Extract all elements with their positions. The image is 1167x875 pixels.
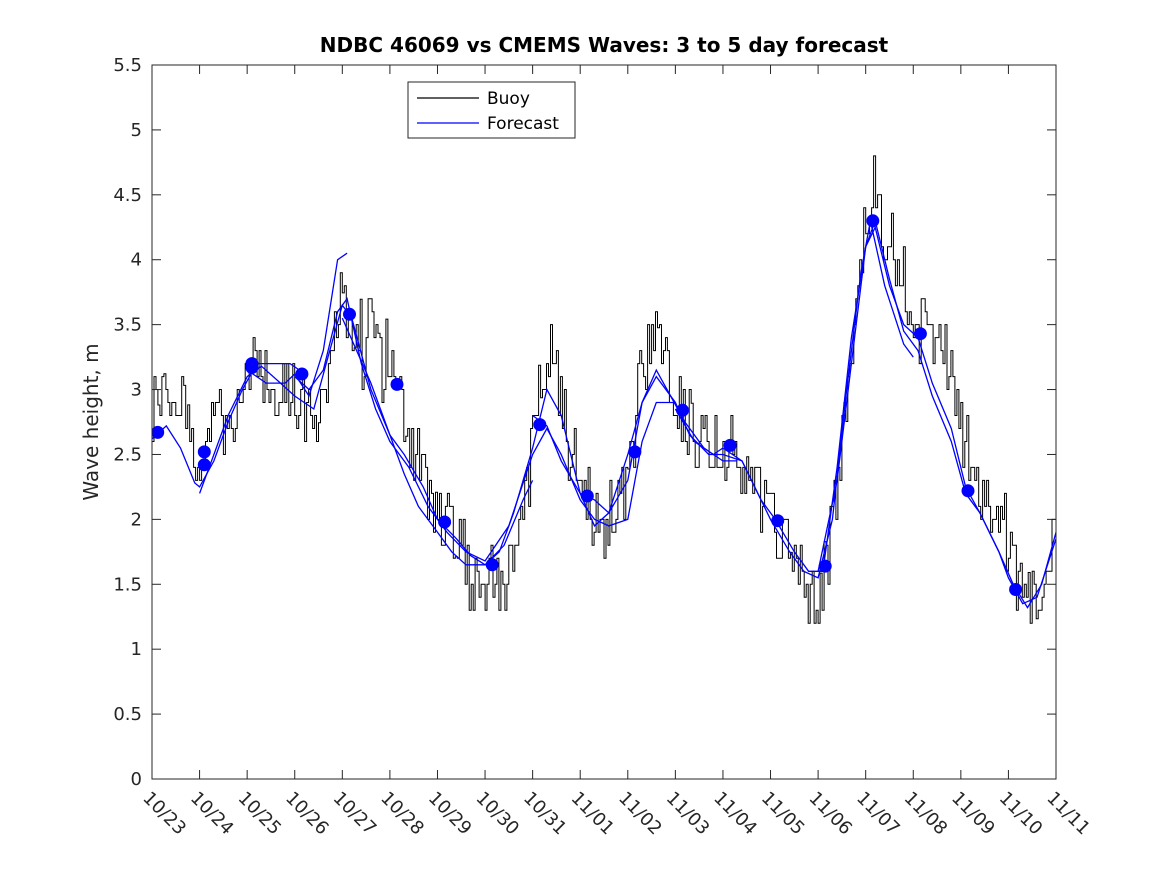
forecast-marker-21: [1009, 583, 1023, 596]
forecast-marker-10: [485, 558, 499, 572]
forecast-marker-17: [818, 559, 832, 573]
forecast-marker-12: [580, 489, 594, 503]
legend-buoy-label: Buoy: [487, 89, 530, 109]
buoy-series-line: [152, 155, 1056, 624]
forecast-series-line-3: [246, 252, 348, 398]
legend-forecast-label: Forecast: [487, 114, 559, 134]
legend-box: [407, 81, 576, 139]
forecast-marker-8: [390, 377, 404, 391]
forecast-marker-19: [913, 327, 927, 341]
forecast-marker-11: [533, 418, 547, 432]
y-tick-label: 1.5: [113, 574, 142, 595]
chart-title: NDBC 46069 vs CMEMS Waves: 3 to 5 day fo…: [320, 33, 889, 57]
forecast-series-line-4: [294, 297, 676, 562]
forecast-marker-20: [961, 484, 975, 498]
forecast-marker-15: [723, 438, 737, 452]
forecast-marker-13: [628, 445, 642, 459]
forecast-marker-6: [295, 367, 309, 381]
y-tick-label: 3.5: [113, 315, 142, 336]
y-tick-label: 5: [131, 120, 142, 141]
forecast-marker-3: [197, 458, 211, 472]
y-axis-label: Wave height, m: [79, 343, 103, 500]
y-tick-label: 2.5: [113, 444, 142, 465]
forecast-marker-1: [152, 425, 165, 439]
y-tick-label: 0: [131, 769, 142, 790]
forecast-marker-16: [771, 514, 785, 528]
data-layer: [152, 155, 1056, 624]
forecast-marker-14: [676, 403, 689, 417]
forecast-marker-7: [343, 307, 356, 321]
y-tick-label: 5.5: [113, 55, 142, 76]
y-tick-label: 2: [131, 509, 142, 530]
forecast-marker-5: [245, 361, 259, 374]
legend: Buoy Forecast: [407, 81, 576, 139]
forecast-marker-2: [197, 445, 211, 459]
forecast-marker-9: [438, 515, 452, 529]
forecast-marker-18: [866, 214, 880, 228]
forecast-series-line-1: [152, 362, 300, 488]
y-tick-label: 4.5: [113, 185, 142, 206]
y-tick-label: 0.5: [113, 704, 142, 725]
axes-box: [151, 64, 1057, 780]
y-tick-label: 4: [131, 250, 142, 271]
y-tick-label: 1: [131, 639, 142, 660]
y-tick-label: 3: [131, 380, 142, 401]
